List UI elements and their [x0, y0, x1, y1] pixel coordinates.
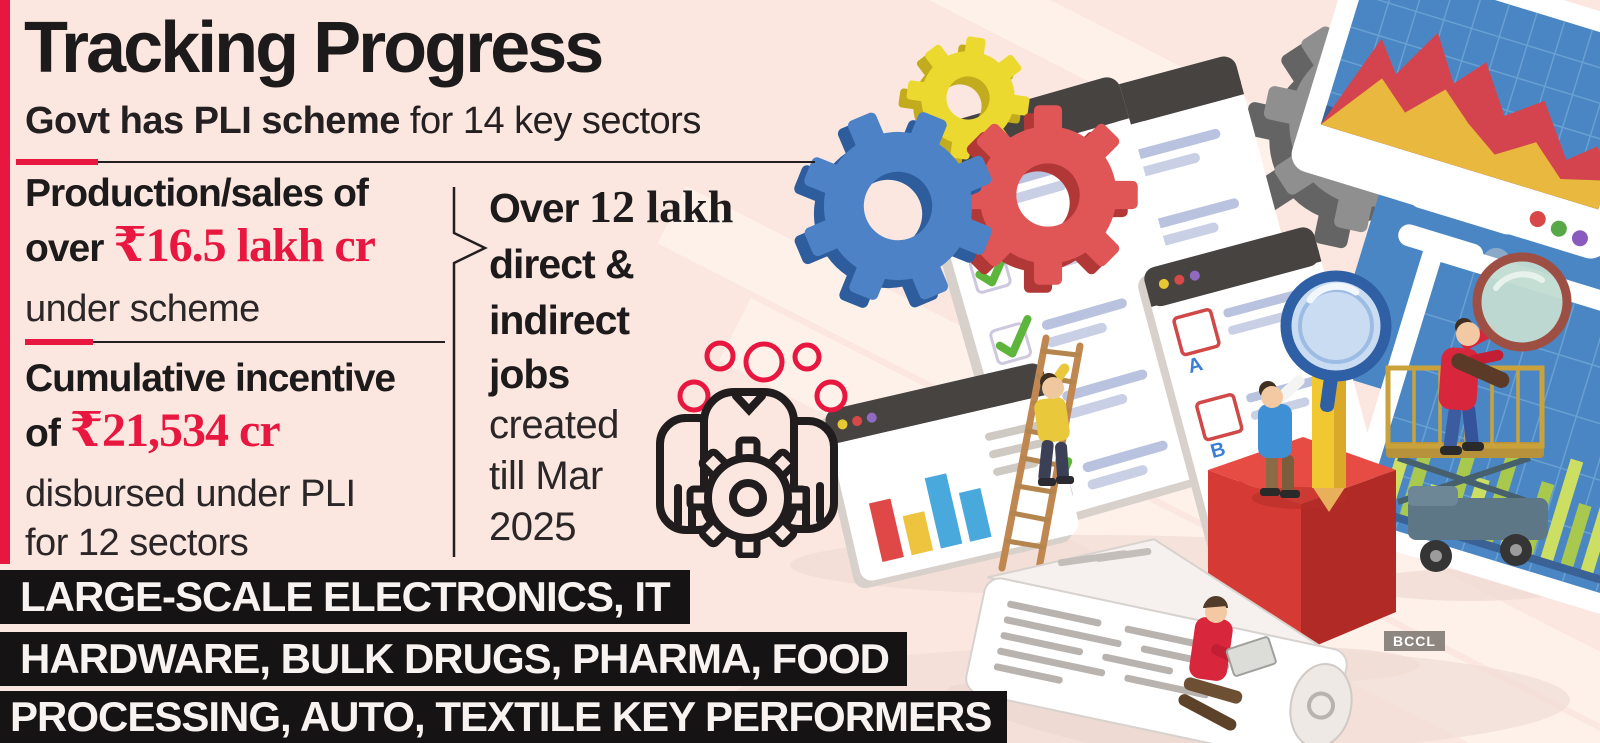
checkbox-label-c: C	[1231, 523, 1251, 548]
column-divider	[452, 187, 488, 557]
subtitle-bold: Govt has PLI scheme	[25, 100, 400, 142]
stat-production-value: ₹16.5 lakh cr	[113, 219, 376, 272]
blue-gear-icon	[761, 79, 1025, 341]
yellow-gear-icon	[890, 28, 1038, 176]
rule-mid	[25, 341, 445, 343]
subtitle: Govt has PLI scheme for 14 key sectors	[25, 100, 701, 143]
stat-production-line3: under scheme	[25, 288, 260, 330]
bccl-watermark: BCCL	[1384, 631, 1445, 651]
jobs-line1-value: 12 lakh	[588, 181, 734, 232]
newspaper-reader-icon	[948, 538, 1353, 743]
jobs-line6: till Mar	[489, 454, 603, 498]
jobs-line2: direct &	[489, 241, 635, 287]
surveyor-person	[1258, 375, 1305, 498]
stat-incentive: Cumulative incentive of ₹21,534 cr disbu…	[25, 355, 470, 568]
jobs-callout: Over 12 lakh direct & indirect jobs crea…	[489, 180, 789, 553]
reader-person	[1178, 596, 1277, 731]
stat-production-line1: Production/sales of	[25, 172, 369, 215]
magnifier-icon	[1451, 252, 1572, 388]
stat-production: Production/sales of over ₹16.5 lakh cr u…	[25, 170, 470, 334]
stat-incentive-line4: for 12 sectors	[25, 522, 249, 564]
scissor-lift-icon	[1385, 365, 1548, 572]
jobs-line7: 2025	[489, 505, 576, 549]
stat-incentive-line2: of ₹21,534 cr	[25, 403, 470, 470]
rule-mid-red-tab	[25, 339, 93, 345]
abc-checkbox-board-icon: A B C	[1138, 227, 1392, 585]
ladder-worker-icon	[998, 334, 1084, 578]
list-board-icon	[1327, 87, 1600, 457]
jobs-line3: indirect	[489, 297, 630, 343]
rule-top	[16, 161, 815, 163]
jobs-line1: Over 12 lakh	[489, 180, 789, 236]
stat-incentive-prefix: of	[25, 412, 70, 455]
gray-gear-icon	[1223, 0, 1501, 269]
bar-chart-board-icon	[1340, 240, 1600, 624]
jobs-line5: created	[489, 403, 619, 447]
checklist-board-icon	[1046, 56, 1324, 456]
stat-incentive-line3: disbursed under PLI	[25, 473, 356, 515]
stat-incentive-value: ₹21,534 cr	[69, 404, 281, 457]
stat-production-prefix: over	[25, 227, 114, 270]
checkbox-label-b: B	[1208, 438, 1228, 463]
rule-top-red-tab	[16, 159, 98, 165]
pencil-cube-icon	[1208, 332, 1396, 652]
accent-left-bar	[0, 0, 10, 564]
red-gear-icon	[948, 105, 1138, 293]
checkbox-label-a: A	[1185, 353, 1205, 378]
jobs-line1-prefix: Over	[489, 185, 589, 231]
jobs-line4: jobs	[489, 351, 570, 397]
subtitle-rest: for 14 key sectors	[399, 100, 701, 142]
line-chart-board-icon	[1291, 0, 1600, 259]
page-title: Tracking Progress	[24, 8, 604, 88]
inspector-person	[1438, 318, 1504, 455]
banner-line-3: PROCESSING, AUTO, TEXTILE KEY PERFORMERS	[0, 691, 1008, 743]
stat-production-line2: over ₹16.5 lakh cr	[25, 218, 470, 285]
banner-line-1: LARGE-SCALE ELECTRONICS, IT	[0, 570, 690, 624]
blue-magnifier-icon	[1280, 270, 1392, 413]
checklist-board-icon	[910, 77, 1227, 534]
bar-chart-window-icon	[819, 363, 1079, 589]
banner-line-2: HARDWARE, BULK DRUGS, PHARMA, FOOD	[0, 632, 907, 686]
stat-incentive-line1: Cumulative incentive	[25, 357, 396, 400]
